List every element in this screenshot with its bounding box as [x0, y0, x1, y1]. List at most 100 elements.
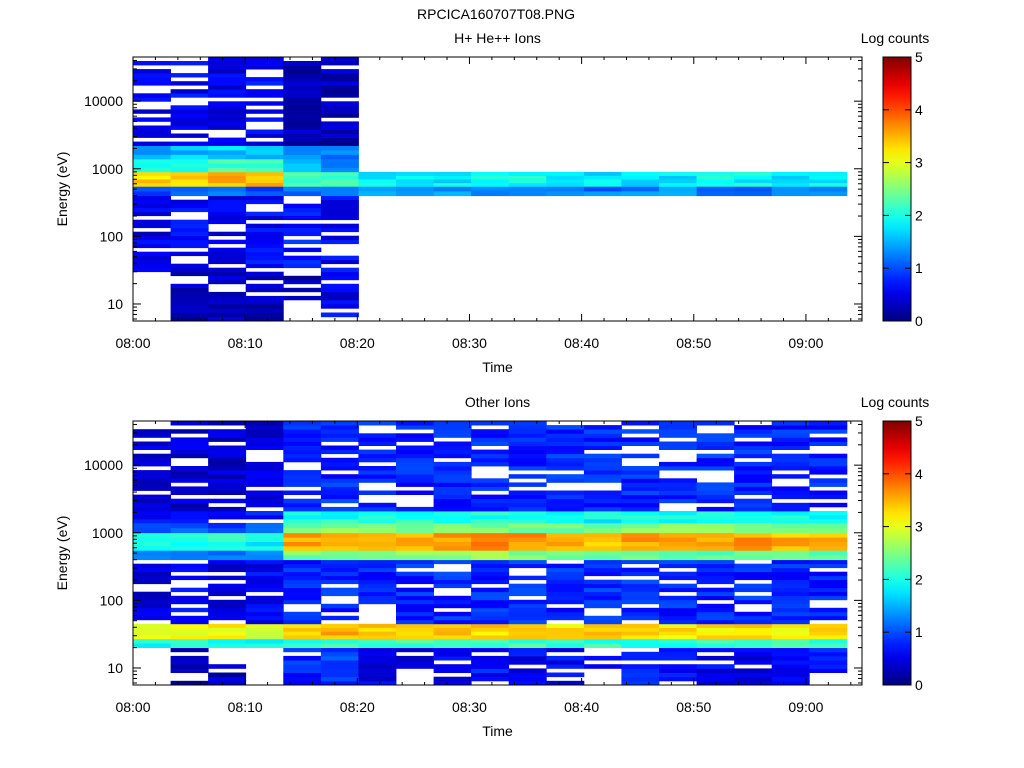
- heatmap-cell: [245, 595, 284, 601]
- heatmap-cell: [508, 587, 547, 593]
- heatmap-cell: [396, 518, 434, 524]
- heatmap-cell: [283, 433, 322, 438]
- heatmap-cell: [734, 627, 773, 632]
- heatmap-cell: [621, 506, 660, 512]
- heatmap-cell: [283, 101, 322, 106]
- heatmap-cell: [320, 664, 359, 669]
- heatmap-cell: [433, 425, 472, 430]
- heatmap-cell: [283, 203, 322, 209]
- heatmap-cell: [546, 441, 585, 446]
- heatmap-cell: [208, 615, 247, 621]
- heatmap-cell: [320, 227, 359, 233]
- heatmap-cell: [283, 555, 322, 561]
- heatmap-cell: [396, 631, 434, 636]
- heatmap-cell: [508, 615, 547, 621]
- heatmap-cell: [433, 545, 472, 551]
- heatmap-cell: [245, 101, 284, 106]
- heatmap-cell: [396, 461, 434, 467]
- heatmap-cell: [508, 437, 547, 442]
- heatmap-cell: [283, 453, 322, 459]
- heatmap-cell: [546, 498, 585, 504]
- heatmap-cell: [696, 511, 735, 516]
- heatmap-cell: [809, 563, 848, 569]
- heatmap-cell: [133, 567, 171, 573]
- heatmap-cell: [320, 522, 359, 529]
- heatmap-cell: [208, 559, 247, 565]
- heatmap-cell: [208, 433, 247, 438]
- heatmap-cell: [320, 81, 359, 86]
- heatmap-cell: [771, 587, 810, 593]
- heatmap-cell: [358, 676, 397, 682]
- heatmap-cell: [771, 615, 810, 621]
- heatmap-cell: [170, 522, 209, 529]
- heatmap-cell: [396, 453, 434, 459]
- heatmap-cell: [734, 643, 773, 648]
- heatmap-cell: [734, 680, 773, 686]
- heatmap-cell: [583, 506, 622, 512]
- heatmap-cell: [245, 199, 284, 205]
- heatmap-cell: [771, 171, 810, 176]
- heatmap-cell: [133, 545, 171, 551]
- heatmap-cell: [133, 239, 171, 245]
- heatmap-cell: [396, 171, 434, 176]
- heatmap-cell: [433, 433, 472, 438]
- heatmap-cell: [170, 555, 209, 561]
- heatmap-cell: [433, 449, 472, 455]
- heatmap-cell: [245, 575, 284, 581]
- heatmap-cell: [734, 515, 773, 520]
- heatmap-cell: [471, 171, 510, 176]
- heatmap-cell: [583, 627, 622, 632]
- heatmap-cell: [771, 607, 810, 613]
- heatmap-cell: [508, 583, 547, 589]
- heatmap-cell: [771, 175, 810, 180]
- heatmap-cell: [320, 271, 359, 277]
- heatmap-cell: [471, 559, 510, 565]
- heatmap-cell: [396, 425, 434, 430]
- heatmap-cell: [133, 231, 171, 237]
- heatmap-cell: [546, 623, 585, 628]
- heatmap-cell: [283, 532, 322, 538]
- heatmap-cell: [283, 511, 322, 516]
- heatmap-cell: [809, 179, 848, 184]
- heatmap-cell: [245, 445, 284, 450]
- heatmap-cell: [621, 583, 660, 589]
- heatmap-cell: [771, 647, 810, 653]
- heatmap-cell: [771, 515, 810, 520]
- heatmap-cell: [208, 680, 247, 686]
- heatmap-cell: [696, 490, 735, 495]
- colorbar-tick-label: 2: [915, 207, 923, 223]
- heatmap-cell: [546, 502, 585, 508]
- heatmap-cell: [283, 643, 322, 648]
- heatmap-cell: [208, 85, 247, 90]
- heatmap-cell: [696, 515, 735, 520]
- heatmap-cell: [546, 655, 585, 661]
- heatmap-cell: [471, 643, 510, 648]
- heatmap-cell: [471, 437, 510, 442]
- heatmap-cell: [170, 537, 209, 542]
- heatmap-cell: [170, 167, 209, 173]
- heatmap-cell: [396, 587, 434, 593]
- heatmap-cell: [696, 619, 735, 625]
- heatmap-cell: [320, 478, 359, 483]
- heatmap-cell: [208, 121, 247, 126]
- heatmap-cell: [245, 133, 284, 138]
- heatmap-cell: [133, 133, 171, 138]
- heatmap-cell: [433, 651, 472, 657]
- x-tick-label: 08:00: [115, 699, 150, 715]
- heatmap-cell: [320, 449, 359, 455]
- heatmap-cell: [621, 482, 660, 487]
- heatmap-cell: [320, 93, 359, 98]
- heatmap-cell: [734, 522, 773, 529]
- heatmap-cell: [508, 527, 547, 534]
- heatmap-cell: [245, 511, 284, 516]
- heatmap-cell: [358, 175, 397, 180]
- heatmap-cell: [133, 478, 171, 483]
- heatmap-cell: [546, 532, 585, 538]
- heatmap-cell: [170, 219, 209, 225]
- heatmap-cell: [358, 595, 397, 601]
- heatmap-cell: [170, 518, 209, 524]
- heatmap-cell: [621, 664, 660, 669]
- heatmap-cell: [471, 567, 510, 573]
- heatmap-cell: [133, 109, 171, 114]
- heatmap-cell: [471, 537, 510, 542]
